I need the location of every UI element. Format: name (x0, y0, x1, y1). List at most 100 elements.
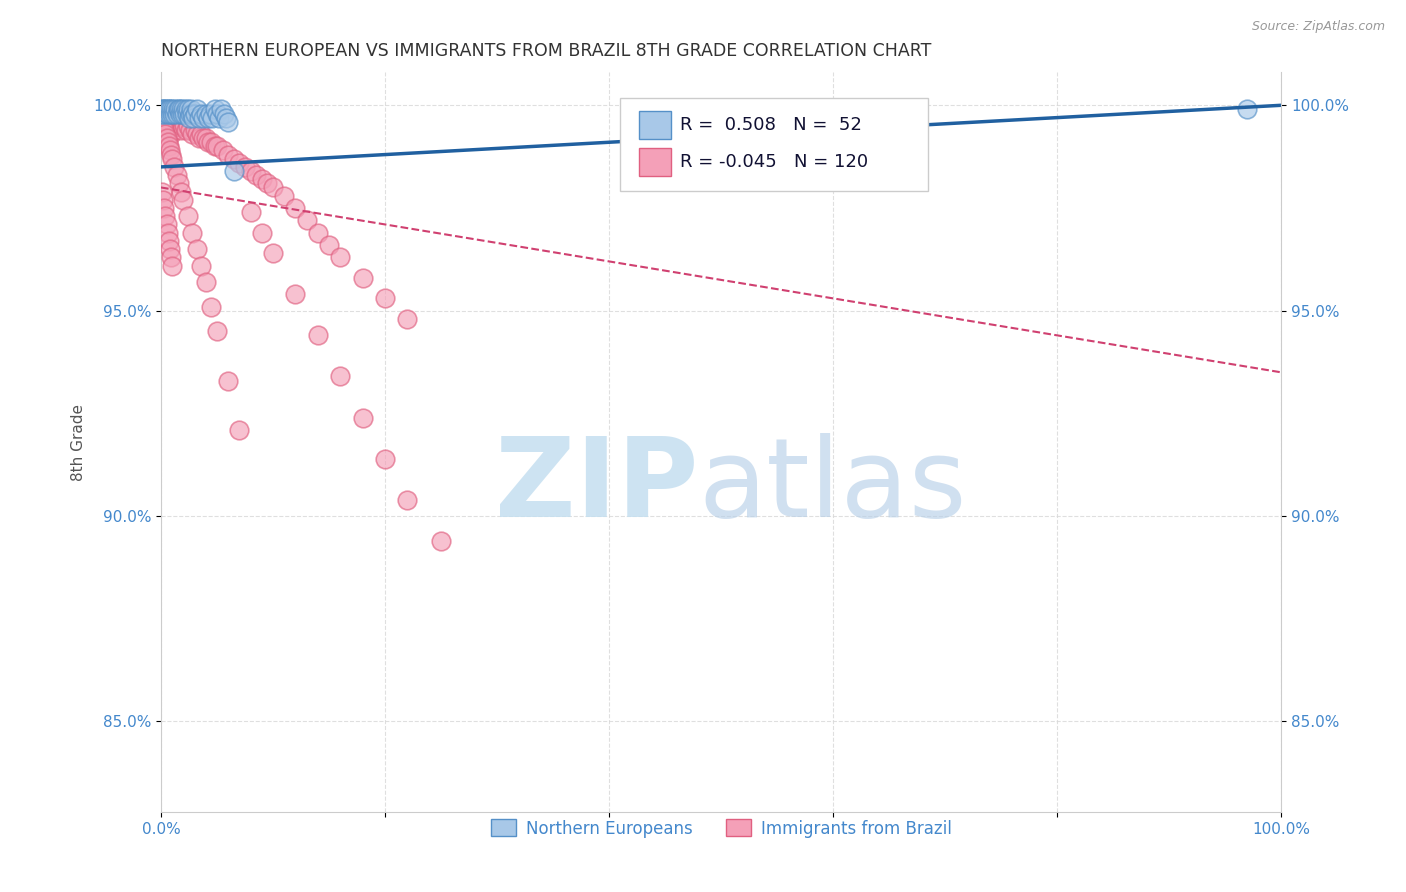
Point (188, 111, 211, 125)
Point (228, 423, 250, 437)
Point (200, 300, 222, 314)
Point (153, 123, 176, 137)
Point (307, 226, 329, 240)
Point (169, 119, 191, 133)
Point (217, 114, 239, 128)
Point (217, 147, 239, 161)
Point (159, 242, 181, 256)
Point (177, 119, 200, 133)
Point (197, 111, 219, 125)
Point (430, 533, 453, 548)
Point (273, 188, 295, 202)
Point (188, 131, 211, 145)
Point (177, 209, 200, 223)
Point (194, 275, 217, 289)
Point (167, 114, 190, 128)
Point (160, 106, 183, 120)
Point (329, 250, 352, 264)
Point (211, 144, 233, 158)
Point (160, 147, 183, 161)
Point (160, 259, 183, 273)
Point (163, 123, 186, 137)
Point (295, 213, 318, 227)
Point (205, 324, 228, 338)
Point (155, 114, 177, 128)
Point (152, 103, 174, 117)
Point (152, 119, 174, 133)
Point (156, 123, 179, 137)
Point (163, 114, 186, 128)
Point (152, 111, 174, 125)
Point (157, 103, 180, 117)
Point (222, 152, 245, 166)
Point (190, 106, 212, 120)
Point (174, 103, 197, 117)
Point (153, 201, 176, 215)
Y-axis label: 8th Grade: 8th Grade (72, 404, 86, 481)
Point (160, 119, 183, 133)
Point (157, 123, 180, 137)
Point (172, 119, 194, 133)
Point (766, 103, 789, 117)
Point (190, 127, 212, 141)
Point (157, 114, 180, 128)
Point (160, 111, 183, 125)
Point (217, 374, 239, 388)
Point (352, 270, 374, 285)
Point (159, 144, 181, 158)
Point (172, 103, 194, 117)
Point (157, 103, 180, 117)
Point (160, 250, 183, 264)
Point (166, 168, 188, 182)
Point (155, 131, 177, 145)
Point (150, 185, 173, 199)
Point (152, 106, 174, 120)
Point (153, 106, 176, 120)
Point (160, 111, 183, 125)
Point (222, 164, 245, 178)
Text: Source: ZipAtlas.com: Source: ZipAtlas.com (1251, 20, 1385, 33)
Point (150, 114, 173, 128)
Point (165, 103, 187, 117)
Point (201, 111, 224, 125)
Point (172, 193, 194, 207)
Point (173, 119, 195, 133)
Point (152, 193, 174, 207)
Point (173, 106, 195, 120)
Point (183, 123, 205, 137)
Point (155, 127, 177, 141)
FancyBboxPatch shape (640, 148, 671, 176)
Point (166, 119, 188, 133)
Point (160, 152, 183, 166)
Legend: Northern Europeans, Immigrants from Brazil: Northern Europeans, Immigrants from Braz… (484, 813, 957, 844)
Point (155, 111, 177, 125)
Point (170, 185, 193, 199)
Point (194, 131, 217, 145)
Point (179, 106, 201, 120)
Point (157, 234, 180, 248)
Point (374, 291, 396, 305)
Point (155, 119, 177, 133)
Point (159, 123, 181, 137)
Point (208, 111, 231, 125)
Point (166, 103, 188, 117)
Point (205, 106, 228, 120)
Point (180, 103, 202, 117)
Point (176, 106, 198, 120)
Point (183, 111, 205, 125)
Point (165, 114, 187, 128)
Point (1236, 103, 1258, 117)
Point (152, 119, 174, 133)
Point (155, 114, 177, 128)
Text: ZIP: ZIP (495, 433, 699, 540)
Point (204, 103, 226, 117)
Point (157, 111, 180, 125)
Point (250, 172, 273, 186)
Point (284, 201, 307, 215)
Point (162, 111, 184, 125)
Point (155, 209, 177, 223)
Point (156, 111, 179, 125)
Point (166, 119, 188, 133)
Point (160, 119, 183, 133)
Point (256, 177, 278, 191)
